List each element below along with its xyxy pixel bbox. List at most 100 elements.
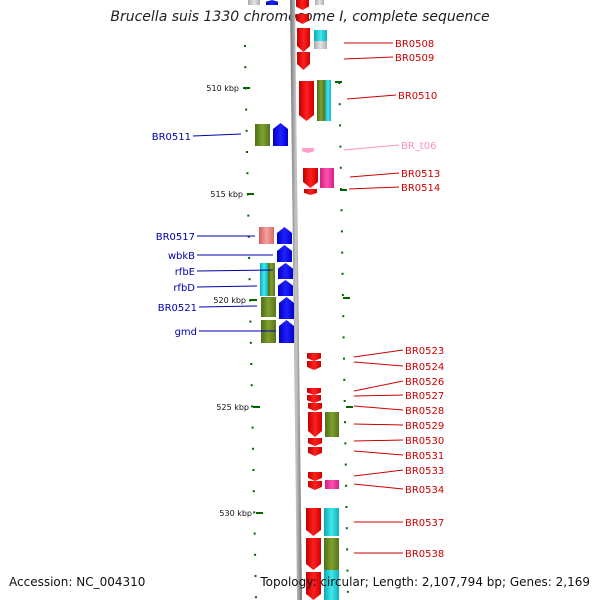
- forward-gene-label[interactable]: BR0530: [405, 436, 444, 447]
- forward-gene-label[interactable]: BR0513: [401, 169, 440, 180]
- major-tick: [346, 406, 353, 408]
- reverse-gene-label[interactable]: BR0511: [152, 132, 191, 143]
- forward-gene-arrow[interactable]: [307, 353, 321, 361]
- forward-gene-label[interactable]: BR0529: [405, 421, 444, 432]
- reverse-gene-label[interactable]: rfbE: [175, 267, 195, 278]
- minor-tick: [338, 103, 341, 106]
- label-leader-line: [353, 380, 404, 392]
- reverse-gene-label[interactable]: BR0517: [156, 232, 195, 243]
- genome-backbone: [290, 0, 302, 600]
- forward-gene-arrow[interactable]: [308, 481, 322, 490]
- forward-gene-arrow[interactable]: [307, 388, 321, 395]
- minor-tick: [344, 463, 347, 466]
- minor-tick: [246, 172, 249, 175]
- reverse-gene-arrow[interactable]: [278, 263, 293, 279]
- cog-category-box: [248, 0, 260, 5]
- forward-gene-label[interactable]: BR0531: [405, 451, 444, 462]
- label-leader-line: [198, 305, 258, 308]
- forward-gene-label[interactable]: BR0527: [405, 391, 444, 402]
- label-leader-line: [353, 483, 404, 490]
- minor-tick: [346, 548, 349, 551]
- minor-tick: [246, 151, 249, 153]
- major-tick: [247, 193, 254, 195]
- forward-gene-arrow[interactable]: [296, 0, 309, 10]
- reverse-gene-arrow[interactable]: [279, 297, 294, 319]
- forward-gene-arrow[interactable]: [297, 52, 310, 70]
- reverse-gene-arrow[interactable]: [277, 245, 292, 262]
- minor-tick: [342, 357, 345, 360]
- minor-tick: [254, 596, 257, 599]
- forward-gene-arrow[interactable]: [307, 395, 321, 403]
- tick-label: 530 kbp: [219, 509, 252, 518]
- reverse-gene-label[interactable]: gmd: [175, 327, 197, 338]
- forward-gene-label[interactable]: BR0524: [405, 362, 444, 373]
- forward-gene-arrow[interactable]: [308, 403, 322, 411]
- minor-tick: [251, 426, 254, 429]
- forward-gene-label[interactable]: BR0508: [395, 39, 434, 50]
- forward-gene-label[interactable]: BR0534: [405, 485, 444, 496]
- forward-gene-arrow[interactable]: [304, 189, 317, 195]
- reverse-gene-arrow[interactable]: [266, 0, 278, 5]
- forward-gene-label[interactable]: BR_t06: [401, 141, 436, 152]
- label-leader-line: [343, 56, 394, 60]
- minor-tick: [339, 166, 342, 169]
- minor-tick: [253, 511, 256, 514]
- topology-text: Topology: circular; Length: 2,107,794 bp…: [260, 575, 590, 589]
- reverse-gene-arrow[interactable]: [277, 227, 292, 244]
- forward-gene-label[interactable]: BR0526: [405, 377, 444, 388]
- minor-tick: [245, 129, 248, 132]
- major-tick: [256, 512, 263, 514]
- rna-gene-arrow[interactable]: [302, 148, 314, 153]
- reverse-gene-arrow[interactable]: [279, 320, 294, 343]
- reverse-gene-label[interactable]: wbkB: [168, 251, 195, 262]
- forward-gene-label[interactable]: BR0538: [405, 549, 444, 560]
- forward-gene-arrow[interactable]: [308, 447, 322, 456]
- minor-tick: [249, 341, 252, 344]
- minor-tick: [254, 575, 257, 577]
- forward-gene-arrow[interactable]: [308, 412, 322, 437]
- minor-tick: [250, 363, 253, 365]
- minor-tick: [245, 108, 248, 111]
- minor-tick: [252, 469, 255, 471]
- forward-gene-arrow[interactable]: [297, 28, 310, 52]
- cog-category-box: [325, 412, 339, 437]
- forward-gene-label[interactable]: BR0523: [405, 346, 444, 357]
- tick-label: 520 kbp: [213, 296, 246, 305]
- reverse-gene-label[interactable]: BR0521: [158, 303, 197, 314]
- forward-gene-arrow[interactable]: [308, 438, 322, 446]
- forward-gene-arrow[interactable]: [296, 14, 309, 24]
- cog-category-box: [314, 41, 327, 49]
- forward-gene-label[interactable]: BR0514: [401, 183, 440, 194]
- forward-gene-arrow[interactable]: [308, 472, 322, 481]
- forward-gene-label[interactable]: BR0510: [398, 91, 437, 102]
- forward-gene-label[interactable]: BR0509: [395, 53, 434, 64]
- cog-category-box: [320, 168, 334, 188]
- minor-tick: [254, 553, 257, 556]
- cog-category-box: [261, 297, 276, 317]
- reverse-gene-arrow[interactable]: [273, 123, 288, 146]
- reverse-gene-arrow[interactable]: [278, 280, 293, 296]
- forward-gene-arrow[interactable]: [307, 361, 321, 370]
- forward-gene-arrow[interactable]: [299, 81, 314, 121]
- cog-category-box: [325, 480, 339, 489]
- label-leader-line: [353, 394, 404, 397]
- forward-gene-arrow[interactable]: [306, 538, 321, 570]
- minor-tick: [250, 384, 253, 387]
- reverse-gene-label[interactable]: rfbD: [173, 283, 195, 294]
- forward-gene-label[interactable]: BR0537: [405, 518, 444, 529]
- forward-gene-label[interactable]: BR0528: [405, 406, 444, 417]
- minor-tick: [340, 209, 343, 212]
- forward-gene-arrow[interactable]: [306, 508, 321, 536]
- major-tick: [253, 406, 260, 408]
- forward-gene-arrow[interactable]: [303, 168, 318, 188]
- minor-tick: [248, 278, 251, 281]
- minor-tick: [344, 421, 347, 424]
- label-leader-line: [353, 469, 404, 477]
- label-leader-line: [343, 144, 400, 151]
- forward-gene-label[interactable]: BR0533: [405, 466, 444, 477]
- minor-tick: [253, 532, 256, 535]
- minor-tick: [244, 66, 247, 69]
- forward-gene-arrow[interactable]: [306, 572, 321, 600]
- cog-category-box: [259, 227, 274, 244]
